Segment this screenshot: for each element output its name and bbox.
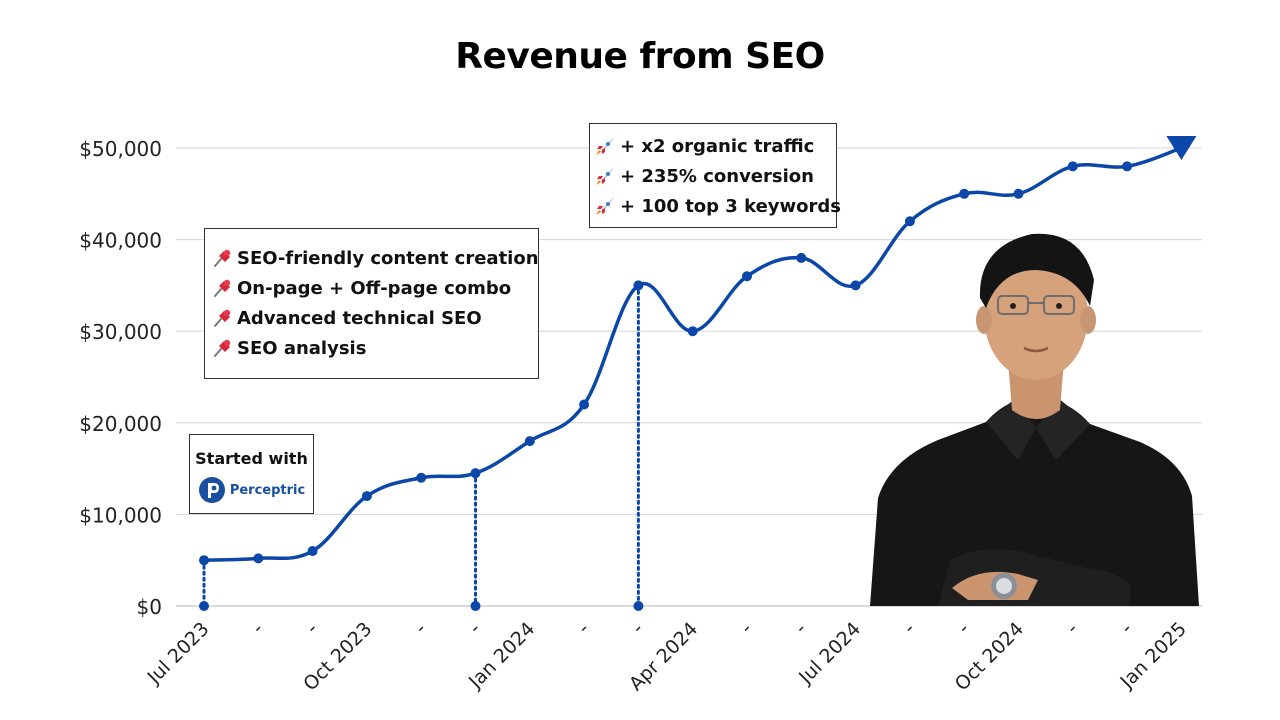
data-point: [1122, 161, 1133, 172]
y-tick-label: $10,000: [79, 503, 162, 527]
y-tick-label: $40,000: [79, 229, 162, 253]
data-points: [199, 136, 1197, 566]
milestone-base-point: [199, 601, 209, 611]
x-tick-label: Jul 2023: [143, 618, 214, 689]
callout-text: On-page + Off-page combo: [237, 277, 512, 299]
x-tick-label: -: [247, 618, 267, 638]
y-tick-label: $0: [137, 595, 162, 619]
brand-logo: Perceptric: [190, 476, 313, 504]
milestone-base-point: [633, 601, 644, 611]
results-callout: + x2 organic traffic + 235% conversion + 1…: [589, 123, 841, 228]
callout-text: SEO-friendly content creation: [237, 247, 539, 269]
y-tick-label: $20,000: [79, 412, 162, 436]
person-photo: [870, 233, 1199, 606]
callout-line: + x2 organic traffic: [594, 131, 836, 161]
callout-line: SEO-friendly content creation: [211, 243, 539, 273]
x-tick-label: -: [628, 618, 648, 638]
pushpin-icon: [214, 309, 231, 327]
x-tick-label: -: [790, 618, 810, 638]
started-with-callout: Started with Perceptric: [189, 434, 314, 514]
rocket-icon: [596, 197, 614, 215]
x-tick-label: -: [1062, 618, 1082, 638]
data-point: [959, 188, 970, 199]
data-point: [199, 555, 209, 566]
data-point: [579, 399, 590, 410]
callout-text: SEO analysis: [237, 337, 367, 359]
data-point: [687, 326, 698, 337]
callout-line: Advanced technical SEO: [211, 303, 532, 333]
data-point-end-marker: [1166, 136, 1197, 160]
callout-text: Advanced technical SEO: [237, 307, 482, 329]
data-point: [742, 271, 752, 282]
rocket-icon: [596, 167, 614, 185]
callout-line: + 100 top 3 keywords: [594, 191, 841, 221]
callout-text: + x2 organic traffic: [620, 135, 815, 157]
data-point: [524, 436, 535, 447]
services-callout: SEO-friendly content creation On-page + O…: [204, 228, 539, 379]
x-tick-label: -: [573, 618, 593, 638]
pushpin-icon: [214, 279, 231, 297]
started-with-label: Started with: [195, 449, 308, 468]
y-tick-label: $30,000: [79, 320, 162, 344]
pushpin-icon: [214, 249, 231, 267]
y-axis-labels: $0 $10,000 $20,000 $30,000 $40,000 $50,000: [79, 137, 162, 619]
data-point: [416, 472, 427, 483]
y-tick-label: $50,000: [79, 137, 162, 161]
x-tick-label: -: [302, 618, 322, 638]
data-point: [1013, 188, 1024, 199]
data-point: [307, 546, 318, 557]
callout-line: On-page + Off-page combo: [211, 273, 532, 303]
x-axis-labels: Jul 2023- -Oct 2023- -Jan 2024- -Apr 2024- -…: [143, 618, 1191, 695]
x-tick-label: -: [899, 618, 919, 638]
brand-name: Perceptric: [229, 482, 306, 498]
chart-title: Revenue from SEO: [455, 36, 825, 77]
callout-text: + 235% conversion: [620, 165, 814, 187]
callout-text: + 100 top 3 keywords: [620, 195, 842, 217]
callout-line: + 235% conversion: [594, 161, 836, 191]
milestone-base-point: [470, 601, 481, 611]
data-point: [796, 252, 807, 263]
data-point: [470, 468, 481, 479]
data-point: [361, 491, 372, 502]
data-point: [1067, 161, 1078, 172]
x-tick-label: -: [953, 618, 973, 638]
x-tick-label: -: [736, 618, 756, 638]
milestone-drop-lines: [199, 283, 644, 611]
x-tick-label: -: [465, 618, 485, 638]
data-point: [904, 216, 915, 227]
x-tick-label: -: [1116, 618, 1136, 638]
perceptric-logo-icon: [198, 477, 225, 503]
pushpin-icon: [214, 339, 231, 357]
rocket-icon: [596, 137, 614, 155]
data-point: [253, 553, 264, 564]
callout-line: SEO analysis: [211, 333, 532, 363]
data-point: [850, 280, 861, 291]
data-point: [633, 280, 644, 291]
x-tick-label: -: [410, 618, 430, 638]
